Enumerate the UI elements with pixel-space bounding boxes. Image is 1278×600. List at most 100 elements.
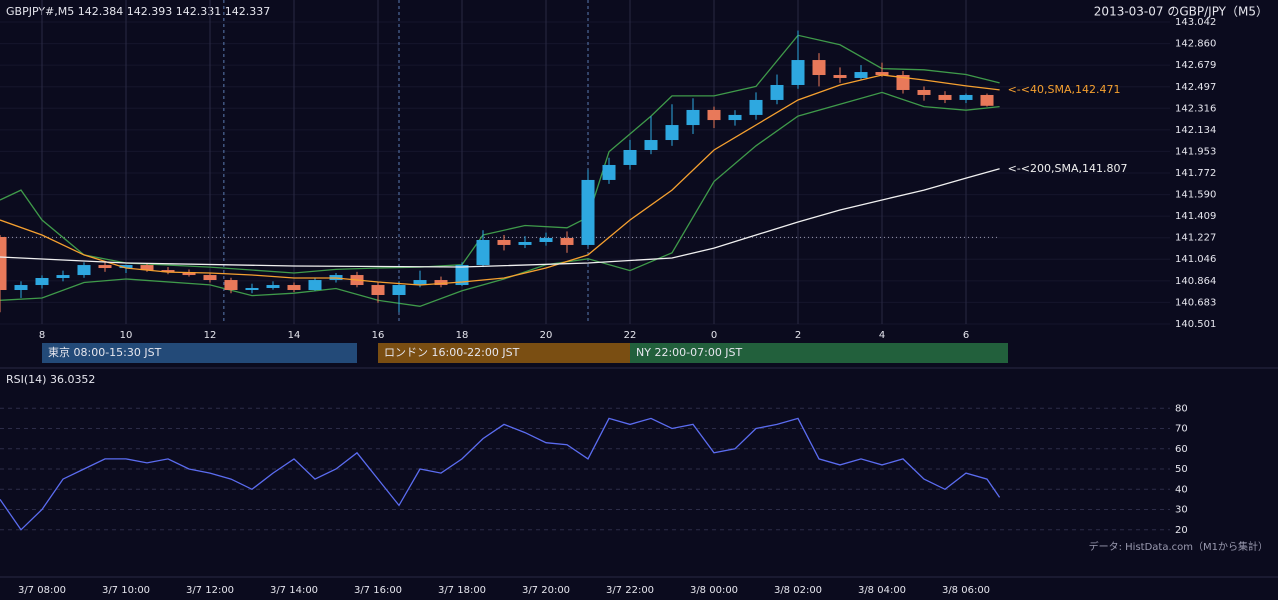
candle-body xyxy=(602,164,616,180)
series-line xyxy=(0,74,1000,286)
x-tick-label: 3/7 16:00 xyxy=(354,585,402,596)
candle-body xyxy=(686,109,700,126)
series-label: <-<200,SMA,141.807 xyxy=(1008,162,1128,175)
y-tick-label: 140.864 xyxy=(1175,276,1216,287)
candle-body xyxy=(455,265,469,286)
y-tick-label: 142.316 xyxy=(1175,103,1216,114)
series-line xyxy=(0,417,1001,531)
candle-body xyxy=(623,150,637,165)
y-tick-label: 20 xyxy=(1175,525,1188,536)
y-tick-label: 140.683 xyxy=(1175,297,1216,308)
x-tick-label: 3/7 14:00 xyxy=(270,585,318,596)
x-tick-label: 3/7 22:00 xyxy=(606,585,654,596)
candle-body xyxy=(497,239,511,245)
y-tick-label: 141.590 xyxy=(1175,190,1216,201)
x-tick-label: 3/7 10:00 xyxy=(102,585,150,596)
x-tick-label: 3/7 12:00 xyxy=(186,585,234,596)
x-tick-label: 14 xyxy=(288,330,301,341)
candle-body xyxy=(728,114,742,121)
candle-body xyxy=(665,125,679,141)
candle-body xyxy=(161,270,175,273)
candle-body xyxy=(791,60,805,85)
candle-body xyxy=(875,72,889,76)
candle-body xyxy=(245,287,259,291)
candle-body xyxy=(896,75,910,90)
candle-body xyxy=(203,275,217,281)
series-line xyxy=(0,91,1000,307)
candle-body xyxy=(140,265,154,271)
candle-body xyxy=(476,239,490,266)
x-tick-label: 3/8 04:00 xyxy=(858,585,906,596)
x-tick-label: 4 xyxy=(879,330,885,341)
x-tick-label: 18 xyxy=(456,330,469,341)
x-tick-label: 3/7 18:00 xyxy=(438,585,486,596)
candle-body xyxy=(287,285,301,291)
rsi-title: RSI(14) 36.0352 xyxy=(6,373,95,386)
x-tick-label: 0 xyxy=(711,330,717,341)
candle-body xyxy=(938,94,952,100)
candle-body xyxy=(371,285,385,296)
x-tick-label: 2 xyxy=(795,330,801,341)
x-tick-label: 12 xyxy=(204,330,217,341)
candle-body xyxy=(980,94,994,106)
candle-body xyxy=(581,179,595,245)
session-label: NY 22:00-07:00 JST xyxy=(636,346,743,359)
y-tick-label: 141.953 xyxy=(1175,146,1216,157)
y-tick-label: 141.772 xyxy=(1175,168,1216,179)
candle-body xyxy=(854,72,868,78)
y-tick-label: 40 xyxy=(1175,484,1188,495)
candle-body xyxy=(182,272,196,276)
candle-body xyxy=(308,280,322,291)
candle-body xyxy=(917,89,931,95)
series-line xyxy=(0,168,1000,268)
candle-body xyxy=(0,237,7,291)
candle-body xyxy=(644,140,658,151)
candle-body xyxy=(770,84,784,100)
candle-body xyxy=(56,275,70,279)
x-tick-label: 22 xyxy=(624,330,637,341)
session-bar xyxy=(630,343,1009,363)
candle-body xyxy=(560,237,574,245)
candle-body xyxy=(434,280,448,286)
candle-body xyxy=(224,280,238,291)
candle-body xyxy=(749,99,763,115)
candle-body xyxy=(266,285,280,288)
y-tick-label: 70 xyxy=(1175,424,1188,435)
candle-body xyxy=(833,75,847,78)
candle-body xyxy=(98,265,112,269)
y-tick-label: 141.409 xyxy=(1175,211,1216,222)
y-tick-label: 80 xyxy=(1175,403,1188,414)
session-bar xyxy=(42,343,358,363)
session-label: 東京 08:00-15:30 JST xyxy=(48,345,162,359)
y-tick-label: 30 xyxy=(1175,505,1188,516)
x-tick-label: 3/8 06:00 xyxy=(942,585,990,596)
session-bar xyxy=(378,343,631,363)
x-tick-label: 8 xyxy=(39,330,45,341)
candle-body xyxy=(539,237,553,242)
x-tick-label: 20 xyxy=(540,330,553,341)
credit: データ: HistData.com（M1から集計） xyxy=(1089,540,1268,553)
session-label: ロンドン 16:00-22:00 JST xyxy=(384,346,520,359)
series-label: <-<40,SMA,142.471 xyxy=(1008,83,1121,96)
candle-body xyxy=(77,265,91,276)
y-tick-label: 50 xyxy=(1175,464,1188,475)
x-tick-label: 3/7 20:00 xyxy=(522,585,570,596)
y-tick-label: 143.042 xyxy=(1175,17,1216,28)
candle-body xyxy=(959,94,973,100)
y-tick-label: 142.497 xyxy=(1175,82,1216,93)
x-tick-label: 3/7 08:00 xyxy=(18,585,66,596)
candle-body xyxy=(35,278,49,286)
y-tick-label: 141.227 xyxy=(1175,233,1216,244)
x-tick-label: 6 xyxy=(963,330,969,341)
candle-body xyxy=(413,280,427,286)
candle-body xyxy=(119,265,133,269)
candle-body xyxy=(812,60,826,76)
x-tick-label: 16 xyxy=(372,330,385,341)
candle-body xyxy=(392,285,406,296)
candle-body xyxy=(707,109,721,121)
x-tick-label: 3/8 00:00 xyxy=(690,585,738,596)
y-tick-label: 60 xyxy=(1175,444,1188,455)
x-tick-label: 10 xyxy=(120,330,133,341)
y-tick-label: 142.134 xyxy=(1175,125,1216,136)
